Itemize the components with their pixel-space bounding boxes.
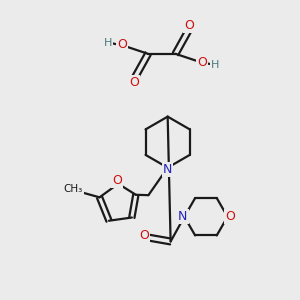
Text: H: H (211, 60, 220, 70)
Text: O: O (129, 76, 139, 89)
Text: O: O (140, 230, 149, 242)
Text: O: O (117, 38, 127, 51)
Text: O: O (112, 174, 122, 187)
Text: H: H (104, 38, 112, 48)
Text: O: O (184, 19, 194, 32)
Text: O: O (197, 56, 207, 69)
Text: O: O (225, 210, 235, 223)
Text: N: N (178, 210, 188, 223)
Text: CH₃: CH₃ (64, 184, 83, 194)
Text: N: N (163, 163, 172, 176)
